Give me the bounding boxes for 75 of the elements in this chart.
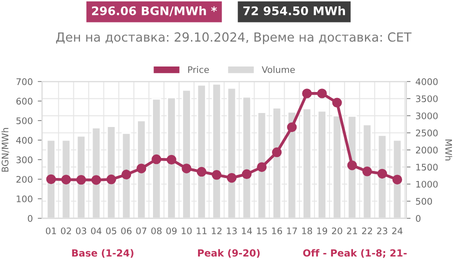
point	[136, 164, 146, 174]
x-tick-label: 06	[121, 227, 132, 234]
legend-label: Price	[188, 66, 209, 74]
y-tick-label: 700	[16, 78, 32, 86]
y2-tick-label: 3000	[416, 112, 438, 120]
x-tick-label: 23	[377, 227, 388, 234]
text: Off - Peak (1-8; 21-	[303, 249, 407, 258]
point	[226, 172, 237, 183]
y2-tick-label: 3500	[416, 95, 438, 102]
x-tick-label: 10	[182, 227, 192, 234]
x-tick-label: 18	[302, 227, 312, 234]
point	[256, 162, 267, 172]
y-tick-label: 600	[16, 98, 32, 105]
y2-tick-label: 4000	[416, 78, 438, 86]
point	[377, 168, 388, 179]
point	[287, 122, 297, 132]
point	[152, 154, 162, 164]
point	[242, 169, 252, 179]
x-tick-label: 14	[242, 228, 252, 234]
point	[302, 88, 312, 98]
x-tick-label: 13	[226, 227, 237, 234]
point	[46, 174, 56, 184]
x-tick-label: 05	[106, 227, 116, 234]
x-tick-label: 04	[91, 227, 102, 234]
point	[196, 166, 206, 177]
point	[362, 166, 372, 176]
x-tick-label: 12	[212, 227, 222, 234]
legend-label: Volume	[262, 66, 295, 74]
x-tick-label: 09	[166, 227, 177, 234]
point	[332, 98, 342, 108]
x-tick-label: 17	[287, 228, 297, 234]
y2-tick-label: 0	[416, 215, 420, 222]
y-tick-label: 0	[28, 215, 32, 222]
x-tick-label: 21	[347, 227, 358, 234]
point	[392, 174, 402, 184]
x-tick-label: 11	[196, 228, 206, 234]
x-tick-label: 16	[272, 227, 282, 234]
point	[106, 174, 116, 184]
x-tick-label: 01	[46, 227, 56, 234]
x-tick-label: 08	[151, 227, 162, 234]
y-tick-label: 500	[16, 117, 32, 124]
chart-title: Ден на доставка: 29.10.2024, Време на доставка: CET	[56, 32, 412, 44]
x-tick-label: 20	[332, 227, 342, 234]
y-tick-label: 400	[16, 136, 32, 144]
point	[91, 175, 102, 185]
point	[61, 174, 71, 184]
y-tick-label: 100	[16, 195, 32, 202]
point	[212, 170, 222, 180]
x-tick-label: 22	[362, 227, 372, 234]
point	[182, 164, 192, 174]
y2-tick-label: 1500	[416, 164, 438, 171]
y2-axis-title: MWh	[445, 140, 452, 160]
y2-tick-label: 2000	[416, 146, 438, 154]
point	[76, 174, 86, 185]
text: Peak (9-20)	[198, 249, 260, 258]
point	[347, 160, 357, 170]
x-tick-label: 03	[76, 227, 86, 234]
x-tick-label: 19	[317, 227, 328, 234]
x-tick-label: 24	[392, 227, 402, 234]
y2-tick-label: 500	[416, 198, 432, 205]
text: Base (1-24)	[72, 249, 134, 258]
y-tick-label: 300	[16, 156, 32, 164]
y-axis-title: BGN/MWh	[1, 128, 10, 172]
point	[121, 170, 132, 180]
x-tick-label: 15	[257, 228, 267, 234]
x-tick-label: 07	[136, 227, 146, 234]
x-tick-label: 02	[60, 227, 71, 234]
y-tick-label: 200	[16, 176, 32, 183]
point	[166, 154, 176, 165]
text: 72 954.50 MWh	[243, 6, 345, 16]
text: 296.06 BGN/MWh *	[92, 6, 217, 16]
y2-tick-label: 2500	[416, 130, 438, 136]
point	[317, 88, 327, 98]
point	[272, 147, 282, 158]
y2-tick-label: 1000	[416, 180, 438, 188]
